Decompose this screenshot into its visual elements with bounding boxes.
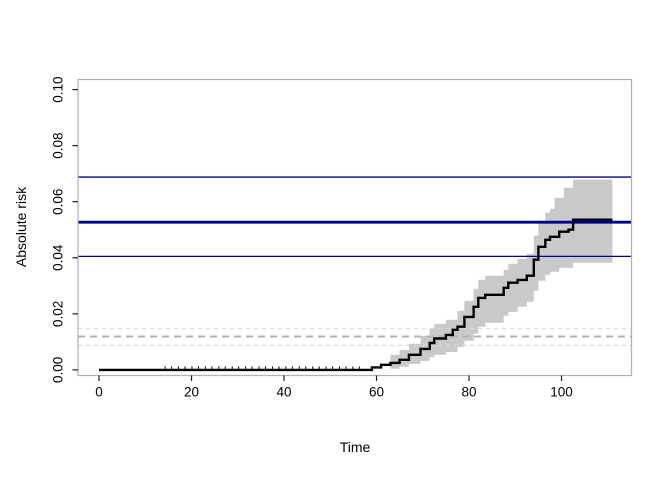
y-tick-label: 0.08 [51, 133, 66, 159]
x-tick-label: 100 [550, 385, 573, 400]
x-tick-label: 80 [462, 385, 477, 400]
x-axis-title: Time [339, 439, 371, 455]
y-tick-label: 0.06 [51, 189, 66, 215]
y-tick-label: 0.00 [51, 357, 66, 383]
y-tick-label: 0.04 [51, 244, 66, 271]
y-axis-title: Absolute risk [13, 186, 29, 268]
absolute-risk-curve [99, 218, 613, 372]
confidence-band [390, 179, 613, 369]
x-tick-label: 40 [276, 385, 291, 400]
y-tick-label: 0.02 [51, 301, 66, 327]
x-tick-label: 60 [369, 385, 384, 400]
plot-box [77, 78, 633, 377]
y-tick-label: 0.10 [51, 76, 66, 102]
x-tick-label: 0 [95, 385, 103, 400]
x-tick-label: 20 [184, 385, 199, 400]
